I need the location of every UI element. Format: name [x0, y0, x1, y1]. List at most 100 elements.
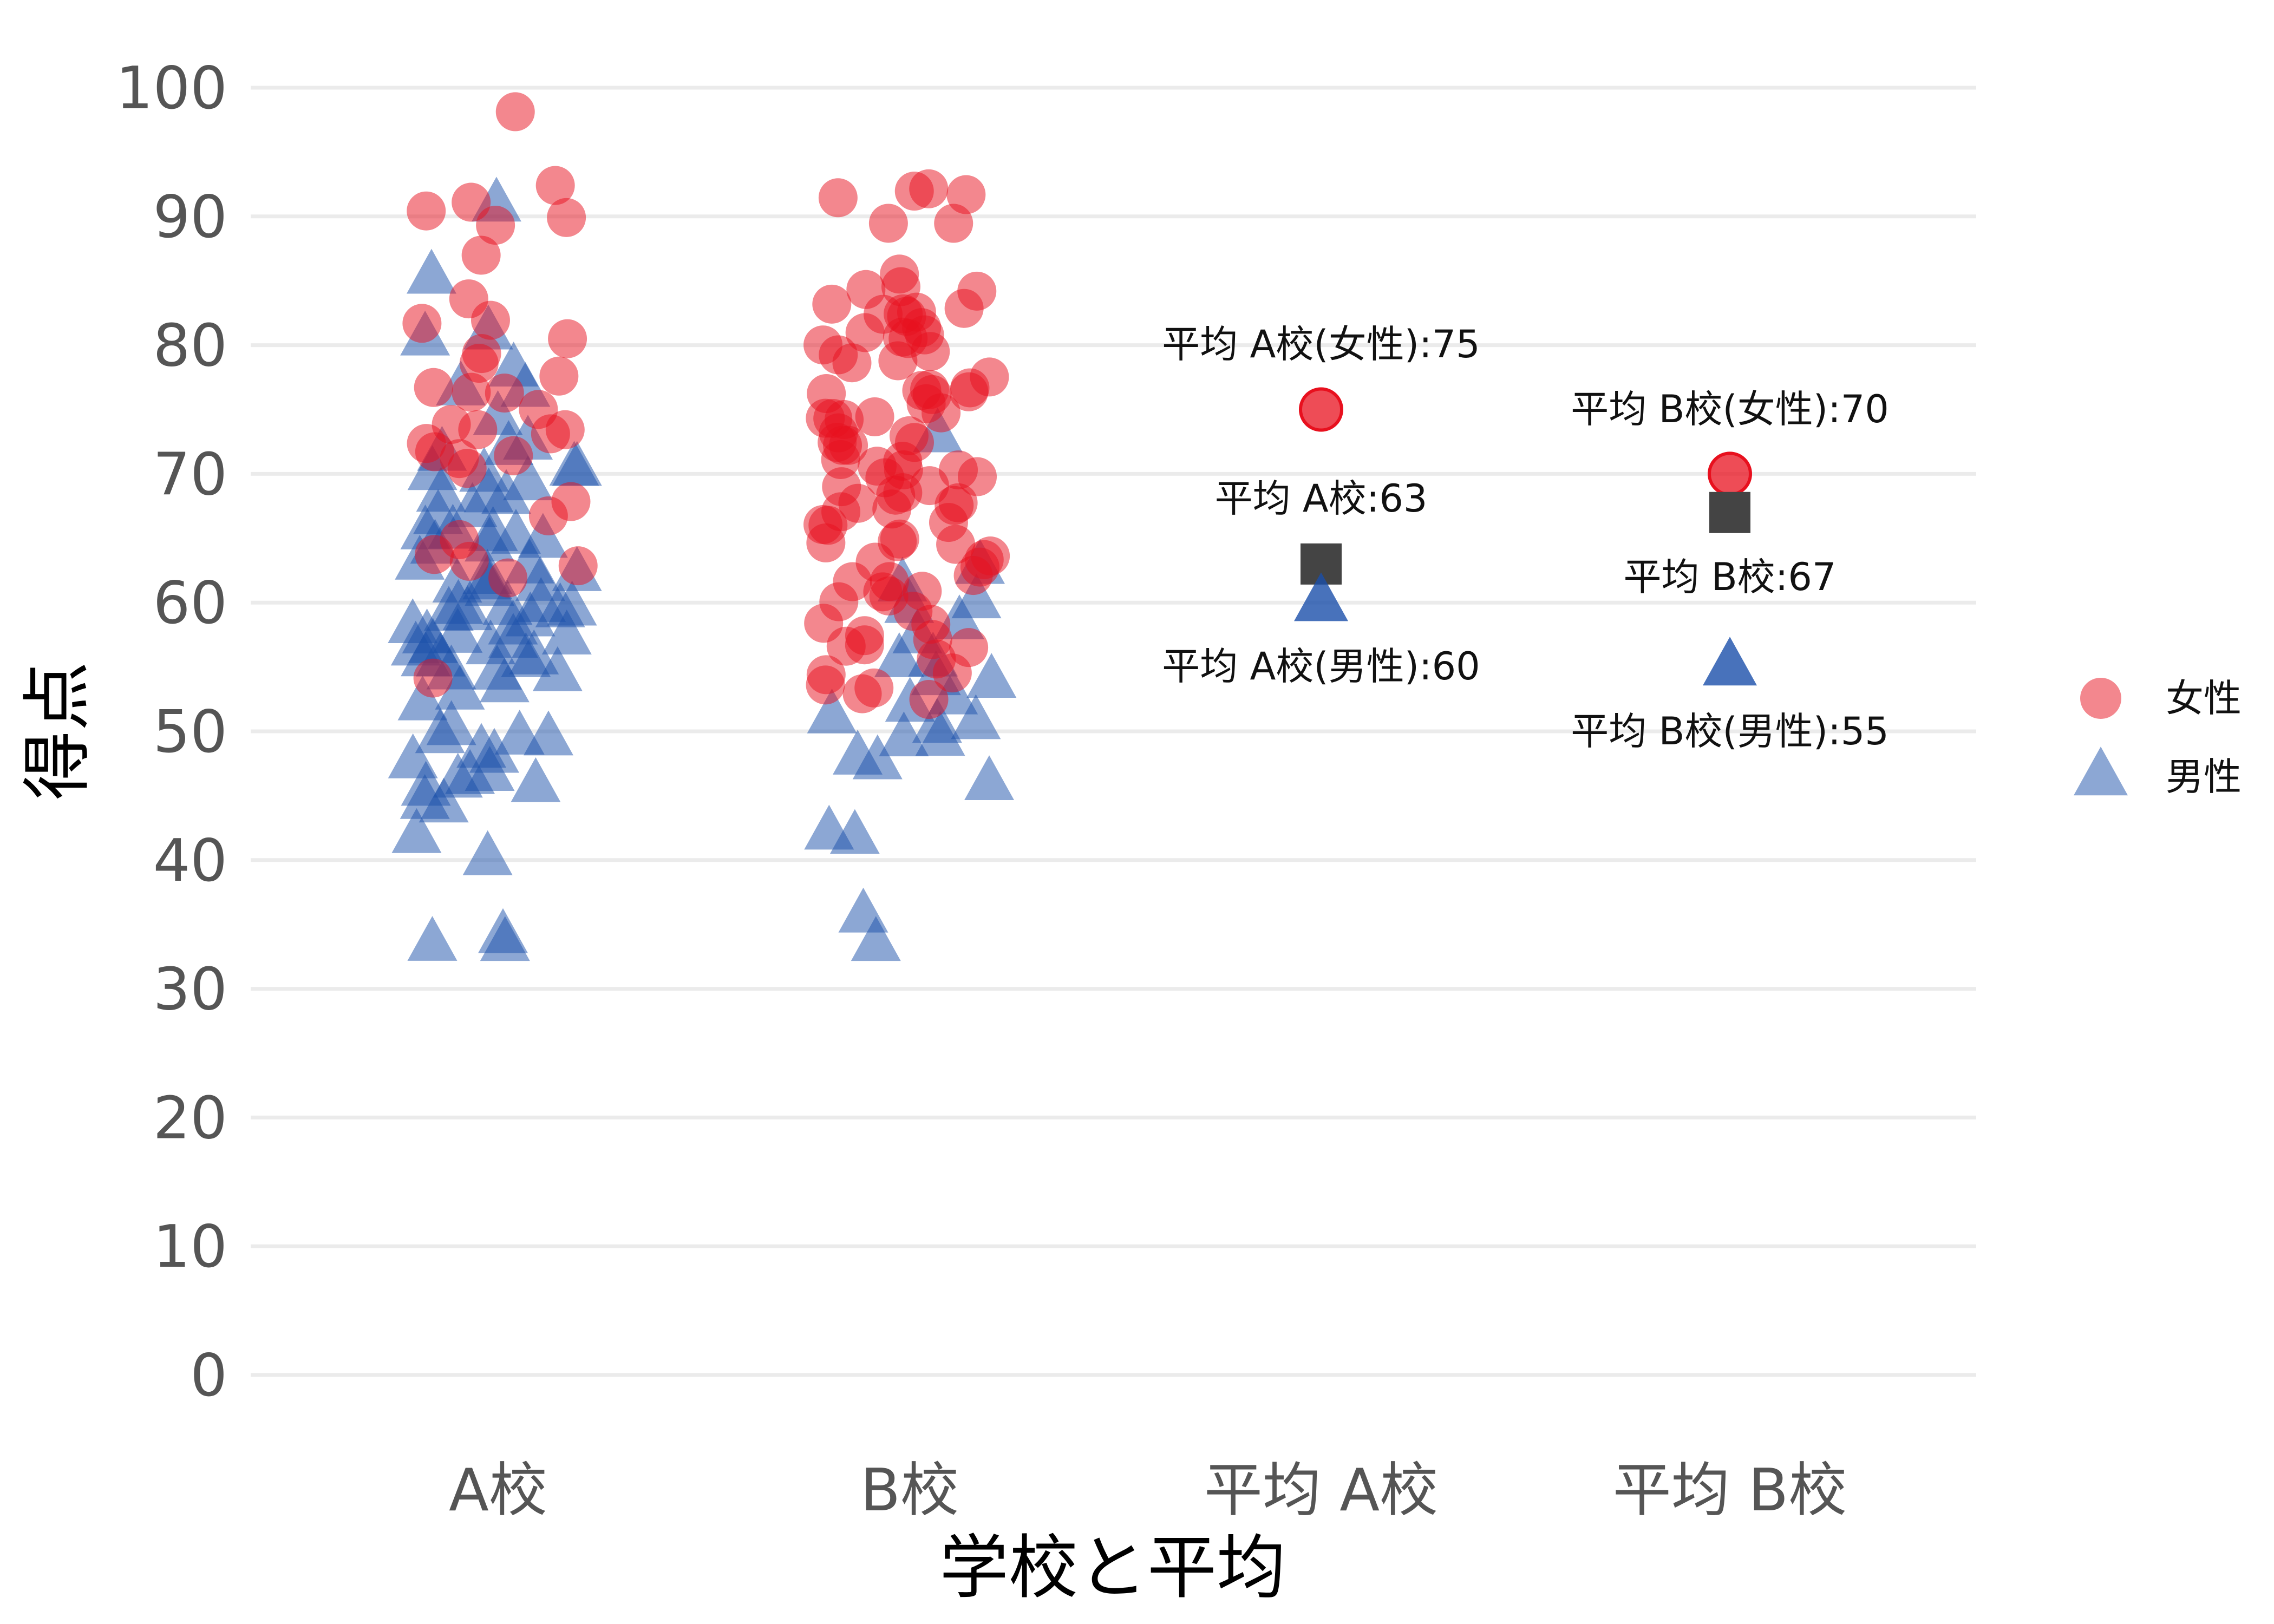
x-tick-label: 平均 B校 — [1613, 1457, 1847, 1524]
female-point — [855, 397, 894, 436]
x-tick-label: 平均 A校 — [1204, 1457, 1438, 1524]
legend-female-key — [2080, 678, 2121, 719]
female-point — [476, 206, 515, 245]
female-point — [449, 541, 489, 581]
female-point — [821, 440, 860, 479]
female-point — [531, 414, 570, 454]
female-point — [868, 204, 908, 243]
legend-label: 男性 — [2166, 755, 2242, 799]
y-tick-label: 30 — [153, 956, 227, 1024]
mean-label: 平均 B校(男性):55 — [1571, 709, 1889, 754]
male-point — [472, 645, 522, 690]
female-point — [452, 182, 491, 222]
mean-female-point — [1708, 451, 1752, 496]
legend-male-key — [2074, 746, 2128, 796]
mean-male-point — [1294, 572, 1348, 621]
female-point — [806, 523, 846, 562]
male-point — [851, 916, 901, 961]
female-point — [909, 680, 949, 719]
data-points — [388, 92, 1017, 961]
y-tick-label: 20 — [153, 1084, 227, 1152]
female-point — [547, 198, 586, 237]
female-point — [909, 169, 949, 208]
female-point — [832, 343, 872, 383]
mean-label: 平均 B校:67 — [1624, 555, 1837, 599]
male-point — [829, 809, 880, 854]
female-point — [872, 489, 912, 529]
female-point — [818, 178, 858, 218]
x-tick-label: A校 — [449, 1457, 547, 1524]
y-tick-label: 70 — [153, 441, 227, 508]
female-point — [812, 284, 852, 324]
female-point — [917, 639, 956, 679]
male-point — [397, 675, 448, 721]
mean-label: 平均 A校(女性):75 — [1162, 322, 1480, 366]
male-point — [966, 653, 1017, 698]
y-tick-label: 50 — [153, 698, 227, 766]
female-point — [806, 665, 845, 705]
mean-label: 平均 B校(女性):70 — [1571, 387, 1889, 431]
male-point — [511, 757, 561, 802]
mean-female-point — [1299, 387, 1343, 432]
female-point — [842, 674, 882, 713]
y-tick-label: 40 — [153, 827, 227, 895]
male-point — [964, 755, 1015, 801]
female-point — [936, 525, 976, 564]
female-point — [944, 289, 984, 328]
x-tick-labels: A校 B校 平均 A校 平均 B校 — [449, 1457, 1847, 1524]
mean-label: 平均 A校:63 — [1215, 476, 1428, 521]
male-point — [415, 708, 465, 754]
female-point — [558, 546, 598, 586]
female-point — [950, 368, 990, 408]
female-point — [939, 450, 978, 490]
male-point — [951, 694, 1001, 739]
male-point — [552, 441, 602, 486]
male-point — [406, 248, 456, 294]
female-point — [535, 166, 575, 205]
female-point — [528, 496, 568, 535]
male-point — [515, 556, 565, 601]
male-point — [852, 734, 903, 780]
male-point — [416, 467, 466, 512]
female-point — [845, 313, 885, 352]
female-point — [461, 235, 501, 275]
female-point — [485, 374, 524, 413]
female-point — [539, 356, 579, 396]
y-tick-labels: 0 10 20 30 40 50 60 70 80 90 100 — [116, 55, 227, 1410]
mean-label: 平均 A校(男性):60 — [1162, 644, 1480, 689]
female-point — [407, 191, 446, 231]
y-tick-label: 10 — [153, 1213, 227, 1281]
male-point — [879, 711, 929, 757]
mean-overall-point — [1709, 492, 1750, 533]
female-point — [548, 319, 587, 358]
female-point — [494, 436, 533, 475]
male-point — [435, 664, 485, 710]
x-tick-label: B校 — [860, 1457, 959, 1524]
male-point — [501, 632, 551, 677]
female-point — [922, 393, 961, 433]
legend-label: 女性 — [2166, 676, 2242, 721]
female-point — [953, 556, 993, 595]
male-point — [494, 710, 545, 755]
female-point — [452, 372, 491, 412]
x-axis-title: 学校と平均 — [939, 1528, 1286, 1608]
male-point — [462, 830, 513, 875]
female-point — [880, 254, 919, 294]
y-tick-label: 90 — [153, 184, 227, 251]
y-tick-label: 80 — [153, 312, 227, 380]
female-point — [495, 92, 535, 132]
female-point — [826, 626, 866, 666]
male-point — [419, 777, 469, 823]
female-point — [878, 341, 918, 381]
male-point — [807, 688, 857, 734]
male-point — [874, 632, 924, 677]
male-point — [915, 711, 965, 756]
y-tick-label: 100 — [116, 55, 227, 122]
female-point — [911, 332, 950, 371]
mean-markers: 平均 A校(女性):75 平均 A校:63 平均 A校(男性):60 平均 B校(女性… — [1162, 322, 1889, 754]
mean-male-point — [1703, 637, 1757, 686]
male-point — [407, 916, 458, 961]
y-tick-label: 0 — [190, 1342, 227, 1410]
female-point — [413, 658, 453, 698]
